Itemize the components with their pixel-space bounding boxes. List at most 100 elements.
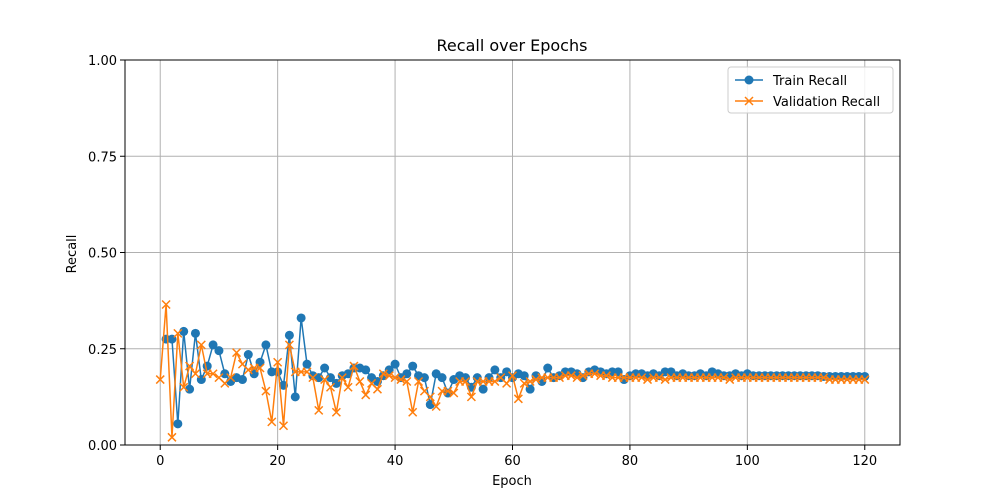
chart-title: Recall over Epochs — [437, 36, 588, 55]
data-point — [601, 371, 611, 381]
data-point — [155, 375, 165, 385]
data-point — [414, 376, 424, 387]
data-point — [431, 401, 441, 412]
data-point — [237, 375, 247, 385]
data-point — [243, 350, 253, 360]
series-layer — [155, 299, 870, 442]
data-point — [355, 376, 365, 387]
y-tick-label: 0.75 — [88, 150, 117, 165]
data-point — [513, 394, 523, 404]
data-point — [384, 371, 394, 381]
legend-label: Validation Recall — [773, 95, 880, 110]
x-tick-label: 20 — [269, 454, 286, 469]
data-point — [531, 375, 541, 385]
data-point — [408, 407, 418, 417]
legend-marker — [744, 96, 754, 106]
data-point — [378, 369, 388, 379]
data-point — [419, 373, 429, 383]
data-point — [525, 376, 535, 387]
data-point — [819, 373, 829, 383]
series-validation — [155, 299, 870, 442]
data-point — [284, 330, 294, 340]
data-point — [654, 373, 664, 383]
data-point — [408, 361, 418, 371]
data-point — [860, 375, 870, 385]
data-point — [490, 376, 500, 387]
data-point — [566, 371, 576, 381]
data-point — [578, 371, 588, 381]
data-point — [390, 373, 400, 383]
data-point — [190, 369, 200, 379]
data-point — [637, 373, 647, 383]
data-point — [402, 376, 412, 387]
data-point — [343, 369, 353, 379]
grid — [125, 59, 900, 446]
x-tick-label: 100 — [735, 454, 760, 469]
data-point — [437, 373, 447, 383]
data-point — [167, 432, 177, 442]
data-point — [349, 361, 359, 371]
data-point — [643, 375, 653, 385]
data-point — [302, 359, 312, 369]
data-point — [320, 375, 330, 385]
data-point — [425, 392, 435, 402]
data-point — [208, 369, 218, 379]
data-point — [273, 357, 283, 367]
data-point — [361, 390, 371, 400]
x-tick-label: 60 — [504, 454, 521, 469]
data-point — [179, 382, 189, 392]
data-point — [202, 361, 212, 371]
series-train — [161, 313, 870, 429]
data-point — [490, 365, 500, 375]
legend-item: Train Recall — [735, 74, 847, 89]
legend: Train Recall Validation Recall — [727, 66, 894, 114]
data-point — [396, 375, 406, 385]
data-point — [502, 378, 512, 388]
legend-box — [727, 66, 894, 114]
data-point — [449, 388, 459, 398]
data-point — [261, 386, 271, 396]
y-tick-label: 0.25 — [88, 343, 117, 358]
data-point — [173, 419, 183, 429]
data-point — [226, 373, 236, 383]
data-point — [390, 359, 400, 369]
data-point — [185, 361, 195, 371]
data-point — [243, 365, 253, 375]
x-tick-label: 120 — [852, 454, 877, 469]
data-point — [273, 367, 283, 377]
data-point — [278, 421, 289, 431]
data-point — [543, 363, 553, 373]
data-point — [460, 376, 471, 387]
data-point — [284, 340, 294, 350]
legend-marker — [744, 75, 754, 85]
data-point — [214, 346, 224, 356]
data-point — [308, 373, 318, 383]
data-point — [660, 375, 670, 385]
data-point — [290, 392, 300, 402]
y-axis-title: Recall — [65, 235, 80, 274]
data-point — [466, 392, 476, 402]
x-tick-label: 80 — [622, 454, 639, 469]
data-point — [590, 369, 600, 379]
data-point — [860, 371, 870, 381]
data-point — [507, 371, 518, 381]
x-axis-title: Epoch — [492, 474, 532, 489]
ticks: 0 20 40 60 80 100 120 0.00 0.25 0.50 0.75 1.00 — [88, 54, 877, 469]
data-point — [519, 378, 529, 388]
x-tick-label: 0 — [156, 454, 164, 469]
data-point — [572, 373, 582, 383]
data-point — [220, 369, 230, 379]
data-point — [372, 384, 382, 394]
data-point — [196, 340, 206, 350]
data-point — [325, 382, 336, 392]
data-point — [255, 363, 265, 373]
data-point — [443, 386, 453, 396]
data-point — [296, 313, 306, 323]
data-point — [232, 348, 242, 358]
data-point — [190, 328, 200, 338]
y-tick-label: 1.00 — [88, 54, 117, 69]
data-point — [267, 417, 277, 427]
data-point — [161, 299, 171, 310]
y-tick-label: 0.50 — [88, 247, 117, 262]
